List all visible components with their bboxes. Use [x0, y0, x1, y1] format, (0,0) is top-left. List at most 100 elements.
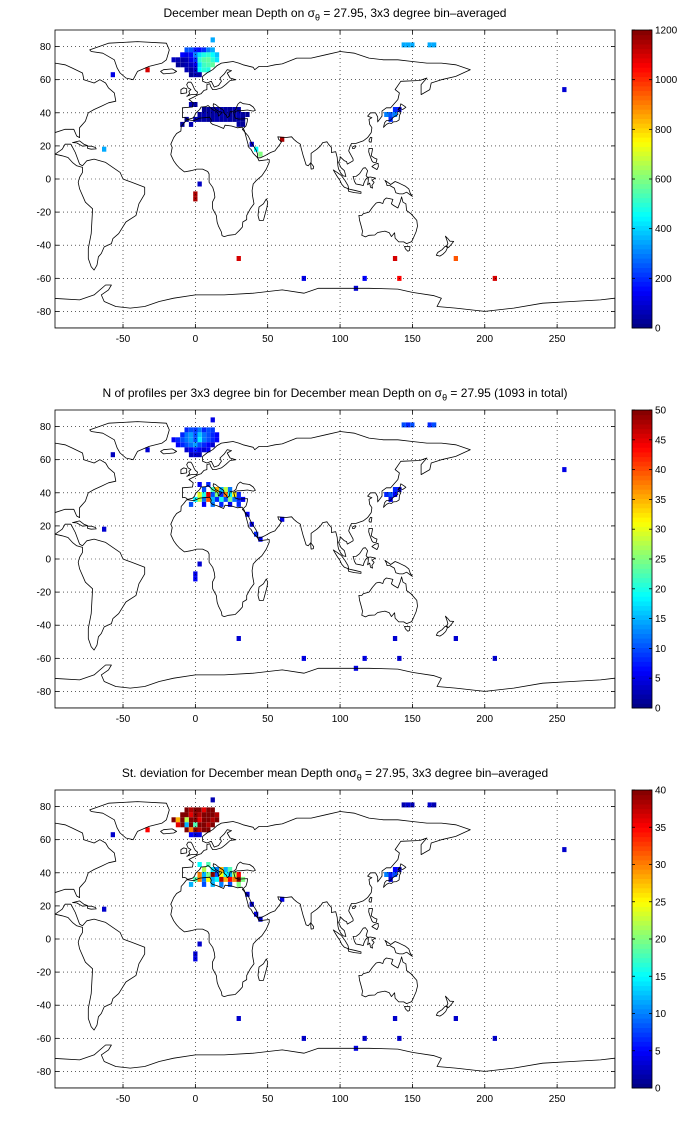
colorbar-step — [632, 160, 652, 166]
coastline — [310, 162, 315, 170]
y-tick-label: -80 — [37, 1067, 52, 1078]
colorbar-step — [632, 656, 652, 662]
colorbar-step — [632, 966, 652, 973]
coastline — [55, 442, 117, 518]
data-bin — [193, 496, 198, 502]
coastline — [352, 927, 368, 946]
data-bin — [193, 951, 198, 957]
colorbar-step — [632, 929, 652, 935]
colorbar-tick-label: 800 — [655, 125, 672, 136]
data-bin — [206, 482, 211, 487]
data-bin — [236, 881, 241, 887]
data-bin — [280, 896, 285, 902]
data-bin — [197, 452, 202, 458]
colorbar-step — [632, 174, 652, 180]
colorbar: 0 200 400 600 800 1000 1200 — [631, 26, 678, 335]
coastline — [435, 625, 448, 637]
x-tick-label: 150 — [404, 334, 421, 345]
colorbar-tick-label: 5 — [655, 1046, 661, 1057]
y-tick-label: 20 — [40, 521, 52, 532]
colorbar-step — [632, 104, 652, 110]
data-bin — [102, 526, 107, 532]
data-bin — [193, 807, 198, 813]
data-bin — [197, 872, 202, 877]
data-bin — [180, 121, 185, 127]
data-bin — [392, 112, 398, 117]
x-tick-label: 200 — [476, 714, 493, 725]
colorbar-step — [632, 1069, 652, 1075]
colorbar-step — [632, 57, 652, 64]
data-bin — [214, 867, 220, 872]
data-bin — [197, 62, 202, 68]
colorbar-step — [632, 647, 652, 653]
colorbar-step — [632, 295, 652, 301]
data-bin — [184, 807, 189, 813]
x-tick-label: 250 — [549, 714, 566, 725]
data-bin — [110, 832, 115, 838]
data-bin — [197, 862, 202, 867]
data-bin — [193, 102, 198, 107]
colorbar-step — [632, 920, 652, 926]
data-bin — [184, 437, 189, 443]
data-bin — [223, 107, 228, 112]
x-tick-label: 0 — [193, 714, 199, 725]
data-bin — [210, 817, 215, 823]
data-bin — [188, 121, 194, 127]
colorbar-step — [632, 248, 652, 254]
data-bin — [193, 822, 198, 828]
data-bin — [210, 417, 215, 423]
y-tick-label: 80 — [40, 422, 52, 433]
coastline — [368, 136, 373, 143]
colorbar-step — [632, 698, 652, 704]
colorbar-step — [632, 680, 652, 686]
coastline — [180, 467, 188, 475]
colorbar-step — [632, 624, 652, 630]
coastline — [347, 948, 362, 954]
colorbar-step — [632, 220, 652, 227]
data-bin — [397, 107, 402, 112]
data-bin — [388, 876, 393, 882]
data-bin — [201, 807, 207, 813]
data-bin — [410, 422, 415, 428]
colorbar-step — [632, 123, 652, 129]
data-bin — [236, 872, 241, 877]
colorbar-step — [632, 146, 652, 152]
colorbar-step — [632, 1036, 652, 1042]
x-tick-label: 250 — [549, 1094, 566, 1105]
chart-title: St. deviation for December mean Depth on… — [121, 766, 549, 783]
y-tick-label: -60 — [37, 274, 52, 285]
std-deviation-map: -50 0 50 100 150 200 250806040200-20-40-60-800… — [37, 786, 667, 1106]
data-bin — [245, 891, 250, 897]
coastline-layer — [55, 801, 615, 1088]
colorbar-step — [632, 1060, 652, 1066]
data-bin — [432, 422, 437, 428]
data-bin — [210, 37, 215, 43]
coastline — [72, 520, 88, 527]
x-tick-label: 100 — [332, 334, 349, 345]
data-bin — [180, 62, 185, 68]
data-bin — [171, 437, 176, 443]
y-tick-label: 40 — [40, 868, 52, 879]
coastline — [186, 461, 198, 477]
colorbar-step — [632, 211, 652, 217]
x-tick-label: 50 — [262, 714, 274, 725]
data-bin — [188, 52, 194, 58]
coastline — [435, 245, 448, 257]
data-bin — [219, 867, 224, 872]
colorbar-tick-label: 35 — [655, 823, 667, 834]
x-tick-label: 0 — [193, 334, 199, 345]
data-bin — [197, 492, 202, 497]
colorbar-step — [632, 1018, 652, 1024]
coastline — [55, 284, 615, 328]
coastline — [368, 908, 378, 923]
data-bin — [427, 42, 432, 48]
colorbar-step — [632, 990, 652, 996]
colorbar-step — [632, 113, 652, 119]
data-bin — [227, 867, 233, 872]
data-bin — [392, 636, 398, 641]
colorbar-step — [632, 803, 652, 810]
colorbar-step — [632, 165, 652, 171]
coastline — [368, 896, 373, 903]
colorbar-step — [632, 934, 652, 940]
y-tick-label: 80 — [40, 802, 52, 813]
